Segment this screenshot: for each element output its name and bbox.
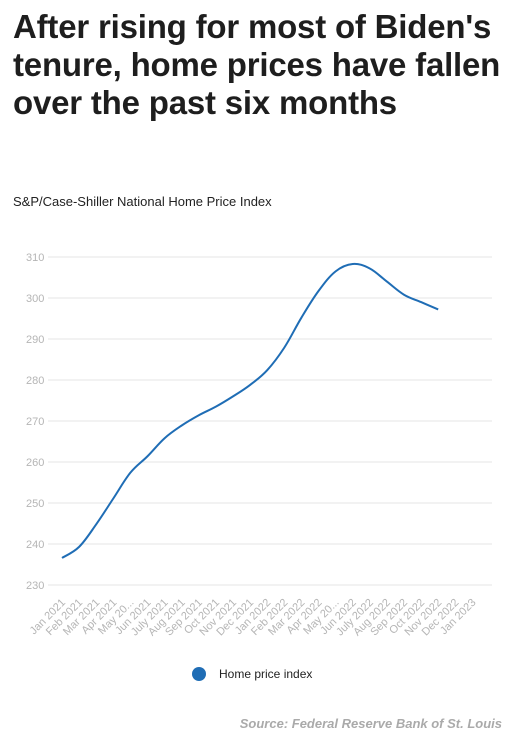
y-tick-label: 290 <box>26 334 44 346</box>
chart-title: After rising for most of Biden's tenure,… <box>13 8 501 121</box>
legend[interactable]: Home price index <box>192 667 312 681</box>
y-tick-label: 240 <box>26 539 44 551</box>
source-note: Source: Federal Reserve Bank of St. Loui… <box>239 716 502 731</box>
y-tick-label: 310 <box>26 252 44 264</box>
y-tick-label: 280 <box>26 375 44 387</box>
legend-label: Home price index <box>219 667 313 681</box>
y-tick-label: 230 <box>26 580 44 592</box>
series-line-0[interactable] <box>61 262 439 559</box>
legend-marker-icon <box>192 667 206 681</box>
y-tick-label: 250 <box>26 498 44 510</box>
y-tick-label: 270 <box>26 416 44 428</box>
y-tick-label: 260 <box>26 457 44 469</box>
y-tick-label: 300 <box>26 293 44 305</box>
chart-subtitle: S&P/Case-Shiller National Home Price Ind… <box>13 194 272 209</box>
